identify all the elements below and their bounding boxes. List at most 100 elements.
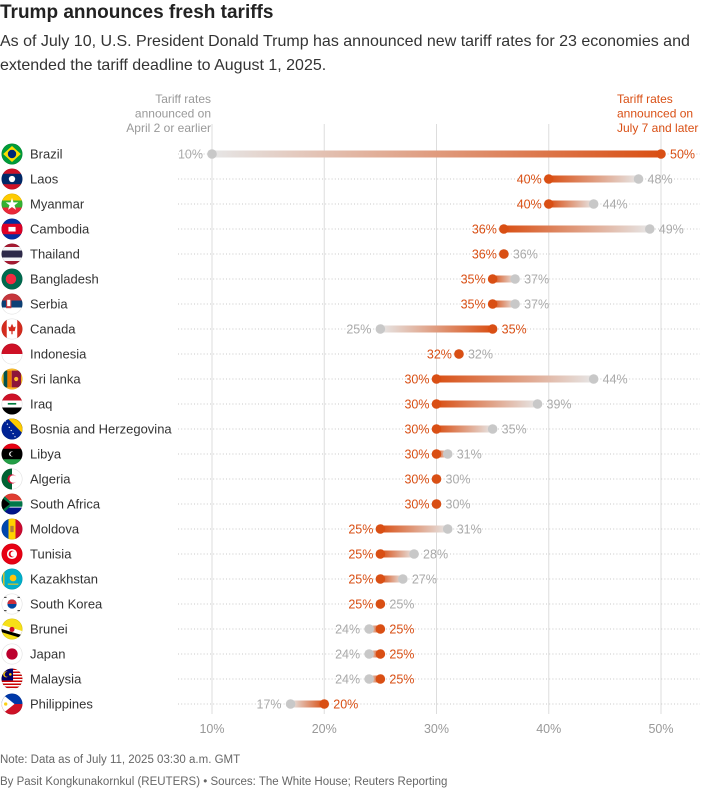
- flag-brazil-icon: [1, 143, 23, 165]
- change-bar: [436, 425, 493, 433]
- new-rate-dot: [656, 149, 666, 159]
- old-rate-label: 36%: [513, 248, 538, 262]
- change-bar: [369, 675, 381, 683]
- new-rate-dot: [543, 199, 554, 209]
- old-rate-dot: [285, 699, 296, 709]
- new-rate-dot: [487, 324, 498, 334]
- flag-bosnia-icon: [1, 418, 23, 440]
- change-bar: [369, 625, 381, 633]
- country-label: Algeria: [30, 472, 71, 487]
- flag-cambodia-icon: [1, 218, 23, 240]
- change-bar: [380, 525, 448, 533]
- change-bar: [212, 150, 661, 158]
- new-rate-label: 35%: [461, 298, 486, 312]
- flag-south-africa-icon: [1, 493, 23, 515]
- x-tick-label: 30%: [424, 722, 449, 736]
- new-rate-label: 32%: [427, 348, 452, 362]
- legend-new-label: Tariff rates: [617, 92, 673, 106]
- country-label: Iraq: [30, 397, 52, 412]
- new-rate-dot: [375, 524, 386, 534]
- country-row: Brazil 10% 50%: [1, 143, 700, 165]
- flag-algeria-icon: [1, 468, 23, 490]
- new-rate-dot: [499, 249, 509, 259]
- country-label: Brunei: [30, 622, 68, 637]
- chart-credit: By Pasit Kongkunakornkul (REUTERS) • Sou…: [0, 776, 448, 788]
- old-rate-dot: [207, 149, 217, 159]
- country-row: Myanmar 44% 40%: [1, 193, 700, 215]
- x-tick-label: 20%: [312, 722, 337, 736]
- old-rate-dot: [588, 199, 599, 209]
- country-row: Japan 24% 25%: [1, 643, 700, 665]
- new-rate-dot: [487, 299, 498, 309]
- new-rate-dot: [375, 649, 386, 659]
- change-bar: [380, 550, 415, 558]
- country-row: Canada 25% 35%: [1, 318, 700, 340]
- grid-lines: [211, 124, 662, 714]
- new-rate-label: 25%: [348, 598, 373, 612]
- country-label: Brazil: [30, 147, 63, 162]
- country-label: Sri lanka: [30, 372, 81, 387]
- old-rate-dot: [510, 299, 520, 309]
- new-rate-label: 25%: [348, 573, 373, 587]
- old-rate-label: 30%: [446, 498, 471, 512]
- old-rate-dot: [633, 174, 644, 184]
- country-row: Bangladesh 37% 35%: [1, 268, 700, 290]
- old-rate-dot: [364, 624, 374, 634]
- new-rate-label: 25%: [389, 623, 414, 637]
- old-rate-label: 30%: [446, 473, 471, 487]
- new-rate-dot: [431, 424, 442, 434]
- old-rate-label: 24%: [335, 673, 360, 687]
- old-rate-dot: [375, 324, 386, 334]
- change-bar: [503, 225, 650, 233]
- country-row: Moldova 31% 25%: [1, 518, 700, 540]
- flag-indonesia-icon: [1, 343, 23, 365]
- new-rate-label: 25%: [348, 548, 373, 562]
- old-rate-dot: [588, 374, 599, 384]
- chart-title: Trump announces fresh tariffs: [0, 2, 274, 23]
- new-rate-dot: [431, 449, 442, 459]
- new-rate-dot: [375, 599, 386, 609]
- country-row: Cambodia 49% 36%: [1, 218, 700, 240]
- old-rate-dot: [398, 574, 408, 584]
- old-rate-dot: [442, 449, 453, 459]
- country-row: Indonesia 32% 32%: [1, 343, 700, 365]
- new-rate-label: 40%: [517, 198, 542, 212]
- new-rate-dot: [431, 374, 442, 384]
- x-axis: 10% 20% 30% 40% 50%: [199, 722, 673, 736]
- country-row: Algeria 30% 30%: [1, 468, 700, 490]
- flag-kazakhstan-icon: [1, 568, 23, 590]
- old-rate-label: 39%: [547, 398, 572, 412]
- country-row: Tunisia 28% 25%: [1, 543, 700, 565]
- new-rate-dot: [375, 549, 386, 559]
- flag-iraq-icon: [1, 393, 23, 415]
- old-rate-label: 24%: [335, 648, 360, 662]
- change-bar: [369, 650, 381, 658]
- new-rate-label: 20%: [333, 698, 358, 712]
- flag-philippines-icon: [1, 693, 23, 715]
- change-bar: [436, 375, 594, 383]
- chart-note: Note: Data as of July 11, 2025 03:30 a.m…: [0, 754, 241, 766]
- country-label: Philippines: [30, 697, 93, 712]
- change-bar: [548, 175, 639, 183]
- old-rate-label: 44%: [603, 373, 628, 387]
- legend-new-label: announced on: [617, 107, 693, 121]
- flag-sri-lanka-icon: [1, 368, 23, 390]
- country-label: Myanmar: [30, 197, 85, 212]
- change-bar: [290, 700, 325, 708]
- new-rate-dot: [375, 624, 386, 634]
- new-rate-dot: [431, 474, 442, 484]
- new-rate-dot: [431, 499, 442, 509]
- old-rate-label: 31%: [457, 523, 482, 537]
- old-rate-label: 44%: [603, 198, 628, 212]
- country-label: Kazakhstan: [30, 572, 98, 587]
- country-label: Thailand: [30, 247, 80, 262]
- old-rate-dot: [644, 224, 655, 234]
- old-rate-label: 32%: [468, 348, 493, 362]
- new-rate-dot: [454, 349, 464, 359]
- new-rate-label: 30%: [404, 448, 429, 462]
- legend-old-label: Tariff rates: [155, 92, 211, 106]
- country-label: Moldova: [30, 522, 80, 537]
- new-rate-label: 30%: [404, 423, 429, 437]
- new-rate-dot: [375, 574, 386, 584]
